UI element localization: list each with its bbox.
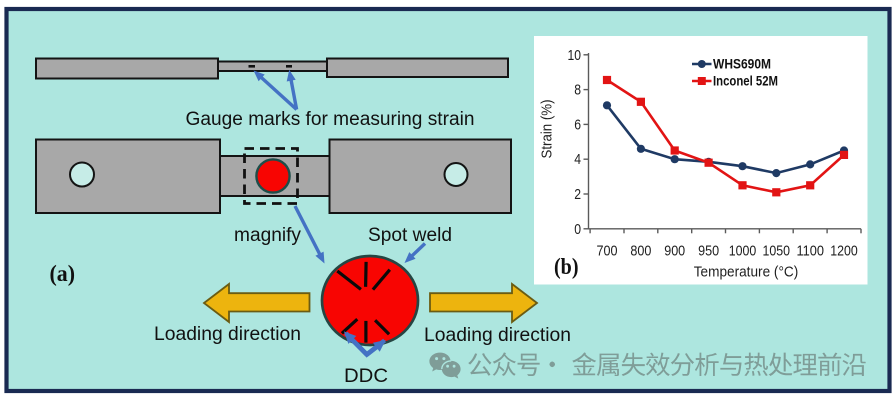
svg-text:Strain (%): Strain (%) [539, 100, 556, 159]
svg-text:DDC: DDC [344, 365, 388, 387]
svg-text:1050: 1050 [763, 243, 791, 260]
svg-text:Loading direction: Loading direction [424, 324, 571, 346]
svg-text:10: 10 [568, 47, 582, 64]
svg-text:Spot weld: Spot weld [368, 225, 452, 246]
svg-text:2: 2 [574, 186, 581, 203]
svg-text:4: 4 [574, 151, 581, 168]
svg-text:magnify: magnify [234, 225, 302, 246]
svg-text:950: 950 [698, 243, 719, 260]
svg-text:1000: 1000 [729, 243, 757, 260]
svg-text:WHS690M: WHS690M [713, 57, 771, 72]
svg-text:Loading direction: Loading direction [154, 323, 301, 345]
svg-text:700: 700 [597, 243, 618, 260]
svg-text:0: 0 [574, 221, 581, 238]
svg-text:(a): (a) [50, 261, 76, 286]
svg-text:Temperature (°C): Temperature (°C) [694, 264, 799, 281]
svg-text:8: 8 [574, 82, 581, 99]
svg-text:6: 6 [574, 116, 581, 133]
svg-text:900: 900 [664, 243, 685, 260]
svg-text:1100: 1100 [796, 243, 824, 260]
svg-text:800: 800 [630, 243, 651, 260]
svg-text:Inconel 52M: Inconel 52M [713, 74, 778, 89]
svg-text:Gauge marks for measuring stra: Gauge marks for measuring strain [186, 109, 475, 130]
svg-text:(b): (b) [554, 254, 579, 279]
svg-text:1200: 1200 [830, 243, 858, 260]
